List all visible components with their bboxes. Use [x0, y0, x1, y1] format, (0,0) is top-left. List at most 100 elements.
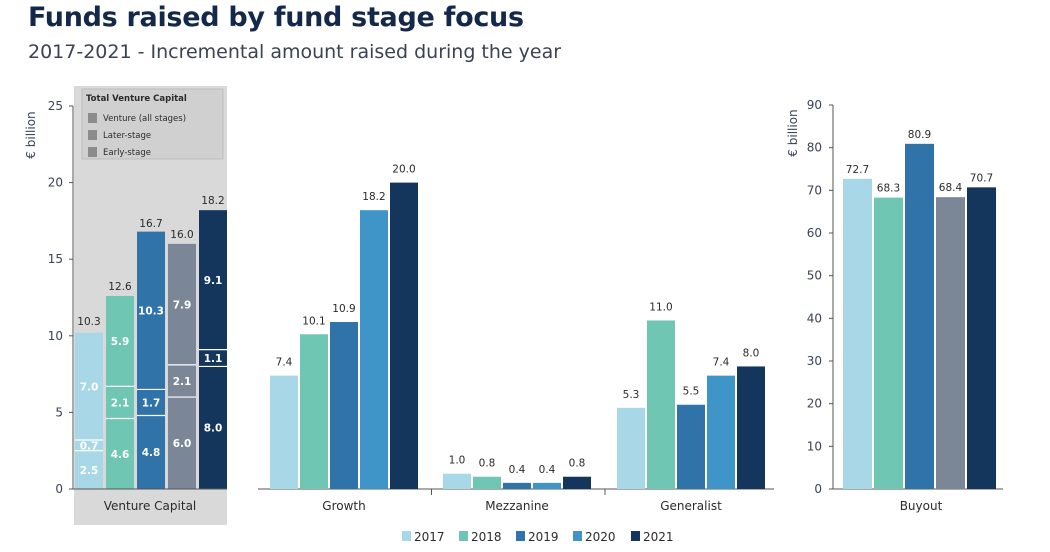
bar [443, 473, 471, 489]
y-axis-label-right: € billion [786, 109, 800, 156]
bar-value-label: 10.1 [302, 315, 325, 327]
bar [473, 476, 501, 489]
bar-value-label: 0.8 [569, 458, 586, 470]
y-tick-label-right: 50 [807, 269, 822, 283]
vc-legend-item: Venture (all stages) [103, 114, 186, 124]
vc-total-label: 18.2 [201, 195, 224, 207]
y-tick-label-right: 60 [807, 226, 822, 240]
bar-value-label: 0.4 [539, 464, 556, 476]
bar-value-label: 1.0 [449, 455, 466, 467]
y-tick-label-right: 70 [807, 183, 822, 197]
vc-bar-segment [75, 332, 103, 440]
vc-segment-label: 8.0 [204, 423, 223, 435]
vc-legend-swatch [88, 147, 97, 157]
bar-value-label: 0.8 [479, 458, 496, 470]
vc-bar-segment [137, 231, 165, 390]
bar [533, 482, 561, 489]
vc-bar-segment [137, 389, 165, 416]
y-tick-label-right: 80 [807, 141, 822, 155]
bar [330, 322, 358, 489]
bar-value-label: 5.5 [683, 386, 700, 398]
vc-legend-swatch [88, 113, 97, 123]
buyout-bar [843, 178, 872, 489]
legend-swatch-2019 [516, 531, 525, 541]
legend-label-2019: 2019 [528, 530, 559, 544]
bar-value-label: 7.4 [276, 357, 293, 369]
y-tick-label-left: 10 [48, 329, 63, 343]
vc-bar-segment [106, 295, 134, 387]
bar [360, 210, 388, 489]
y-tick-label-left: 15 [48, 252, 63, 266]
vc-legend-swatch [88, 130, 97, 140]
vc-bar-segment [75, 439, 103, 451]
vc-bar-segment [168, 364, 196, 398]
vc-bar-segment [106, 386, 134, 419]
vc-segment-label: 4.8 [142, 447, 161, 459]
vc-bar-segment [75, 450, 103, 489]
bar-value-label: 5.3 [623, 389, 640, 401]
buyout-value-label: 80.9 [908, 129, 931, 141]
vc-total-label: 10.3 [77, 316, 100, 328]
bar-value-label: 10.9 [332, 303, 355, 315]
vc-segment-label: 10.3 [138, 306, 164, 318]
y-tick-label-right: 20 [807, 397, 822, 411]
category-label-venture-capital: Venture Capital [104, 499, 197, 513]
legend-swatch-2021 [631, 531, 640, 541]
y-tick-label-right: 0 [814, 482, 822, 496]
vc-bar-segment [106, 418, 134, 489]
bar-value-label: 0.4 [509, 464, 526, 476]
vc-segment-label: 2.1 [111, 397, 130, 409]
vc-bar-segment [199, 366, 227, 489]
vc-total-label: 16.0 [170, 229, 193, 241]
buyout-bar [936, 197, 965, 489]
y-tick-label-left: 25 [48, 99, 63, 113]
category-label: Generalist [660, 499, 722, 513]
buyout-bar [874, 197, 903, 489]
bar [647, 320, 675, 489]
y-tick-label-left: 20 [48, 176, 63, 190]
y-tick-label-right: 90 [807, 98, 822, 112]
bar [390, 182, 418, 489]
bar [677, 404, 705, 489]
y-axis-label-left: € billion [24, 111, 38, 158]
y-tick-label-right: 10 [807, 439, 822, 453]
vc-segment-label: 2.5 [80, 465, 99, 477]
chart-subtitle: 2017-2021 - Incremental amount raised du… [28, 41, 562, 63]
vc-segment-label: 9.1 [204, 275, 223, 287]
vc-bar-segment [199, 210, 227, 350]
chart-title: Funds raised by fund stage focus [28, 2, 524, 33]
vc-legend-title: Total Venture Capital [86, 94, 187, 104]
legend-swatch-2020 [573, 531, 582, 541]
vc-legend-item: Later-stage [103, 131, 151, 141]
legend-swatch-2017 [402, 531, 411, 541]
legend-label-2017: 2017 [414, 530, 445, 544]
bar [270, 375, 298, 489]
bar [563, 476, 591, 489]
vc-segment-label: 7.0 [80, 381, 99, 393]
legend-label-2021: 2021 [643, 530, 674, 544]
vc-segment-label: 4.6 [111, 449, 130, 461]
legend-label-2018: 2018 [471, 530, 502, 544]
bar-value-label: 18.2 [362, 191, 385, 203]
bar [300, 334, 328, 489]
buyout-bar [905, 143, 934, 489]
vc-segment-label: 2.1 [173, 376, 192, 388]
buyout-value-label: 70.7 [970, 172, 993, 184]
category-label-buyout: Buyout [900, 499, 943, 513]
bar [617, 407, 645, 489]
bar-value-label: 11.0 [649, 301, 672, 313]
legend-label-2020: 2020 [585, 530, 616, 544]
vc-legend-item: Early-stage [103, 148, 151, 158]
vc-segment-label: 0.7 [80, 440, 99, 452]
vc-bar-segment [168, 397, 196, 489]
vc-segment-label: 6.0 [173, 438, 192, 450]
vc-segment-label: 5.9 [111, 336, 130, 348]
vc-bar-segment [137, 415, 165, 489]
bar-value-label: 7.4 [713, 357, 730, 369]
vc-legend-box [81, 88, 224, 160]
category-label: Mezzanine [485, 499, 549, 513]
y-tick-label-right: 30 [807, 354, 822, 368]
bar [503, 482, 531, 489]
vc-segment-label: 7.9 [173, 299, 192, 311]
